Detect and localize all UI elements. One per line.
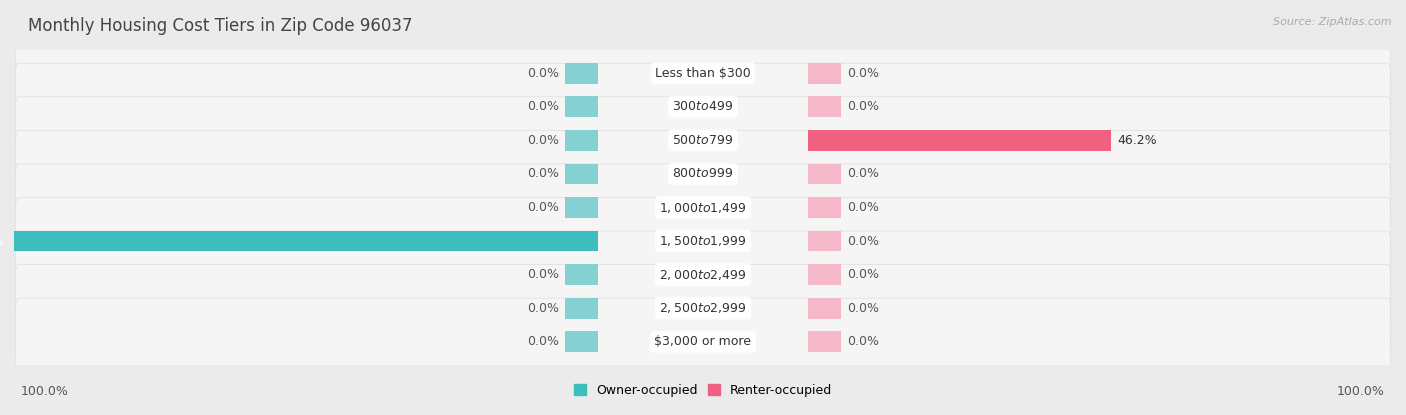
Bar xyxy=(565,197,598,218)
Text: 100.0%: 100.0% xyxy=(1337,386,1385,398)
Text: 0.0%: 0.0% xyxy=(848,234,879,248)
Text: Less than $300: Less than $300 xyxy=(655,67,751,80)
Text: 100.0%: 100.0% xyxy=(21,386,69,398)
Bar xyxy=(808,231,841,251)
Text: $1,000 to $1,499: $1,000 to $1,499 xyxy=(659,200,747,215)
Text: $500 to $799: $500 to $799 xyxy=(672,134,734,147)
Text: 0.0%: 0.0% xyxy=(527,268,558,281)
Text: 0.0%: 0.0% xyxy=(848,335,879,348)
Text: 46.2%: 46.2% xyxy=(1118,134,1157,147)
Text: $2,500 to $2,999: $2,500 to $2,999 xyxy=(659,301,747,315)
Bar xyxy=(565,298,598,319)
FancyBboxPatch shape xyxy=(15,164,1391,251)
Bar xyxy=(808,298,841,319)
Text: 0.0%: 0.0% xyxy=(527,335,558,348)
Bar xyxy=(565,264,598,285)
Text: $3,000 or more: $3,000 or more xyxy=(655,335,751,348)
Text: 0.0%: 0.0% xyxy=(527,100,558,113)
Bar xyxy=(808,63,841,84)
Bar xyxy=(808,164,841,184)
Bar xyxy=(808,197,841,218)
Bar xyxy=(808,96,841,117)
Text: 0.0%: 0.0% xyxy=(848,167,879,181)
Text: Monthly Housing Cost Tiers in Zip Code 96037: Monthly Housing Cost Tiers in Zip Code 9… xyxy=(28,17,412,34)
Legend: Owner-occupied, Renter-occupied: Owner-occupied, Renter-occupied xyxy=(574,384,832,397)
FancyBboxPatch shape xyxy=(15,63,1391,151)
Bar xyxy=(565,331,598,352)
Text: $2,000 to $2,499: $2,000 to $2,499 xyxy=(659,268,747,282)
FancyBboxPatch shape xyxy=(15,264,1391,352)
Text: 0.0%: 0.0% xyxy=(848,268,879,281)
Text: 0.0%: 0.0% xyxy=(527,134,558,147)
Bar xyxy=(565,130,598,151)
Text: $300 to $499: $300 to $499 xyxy=(672,100,734,113)
Text: 0.0%: 0.0% xyxy=(848,100,879,113)
Bar xyxy=(565,96,598,117)
Text: 0.0%: 0.0% xyxy=(527,302,558,315)
Text: 0.0%: 0.0% xyxy=(848,67,879,80)
Text: 100.0%: 100.0% xyxy=(0,234,4,248)
Bar xyxy=(565,63,598,84)
Text: 0.0%: 0.0% xyxy=(527,67,558,80)
Bar xyxy=(808,130,1111,151)
Text: $800 to $999: $800 to $999 xyxy=(672,167,734,181)
Text: $1,500 to $1,999: $1,500 to $1,999 xyxy=(659,234,747,248)
FancyBboxPatch shape xyxy=(15,130,1391,217)
FancyBboxPatch shape xyxy=(15,298,1391,386)
Text: Source: ZipAtlas.com: Source: ZipAtlas.com xyxy=(1274,17,1392,27)
Bar xyxy=(808,264,841,285)
Text: 0.0%: 0.0% xyxy=(848,302,879,315)
Bar xyxy=(565,164,598,184)
FancyBboxPatch shape xyxy=(15,97,1391,184)
Bar xyxy=(808,331,841,352)
Bar xyxy=(0,231,598,251)
FancyBboxPatch shape xyxy=(15,29,1391,117)
Text: 0.0%: 0.0% xyxy=(527,167,558,181)
Text: 0.0%: 0.0% xyxy=(848,201,879,214)
Text: 0.0%: 0.0% xyxy=(527,201,558,214)
FancyBboxPatch shape xyxy=(15,198,1391,285)
FancyBboxPatch shape xyxy=(15,231,1391,318)
